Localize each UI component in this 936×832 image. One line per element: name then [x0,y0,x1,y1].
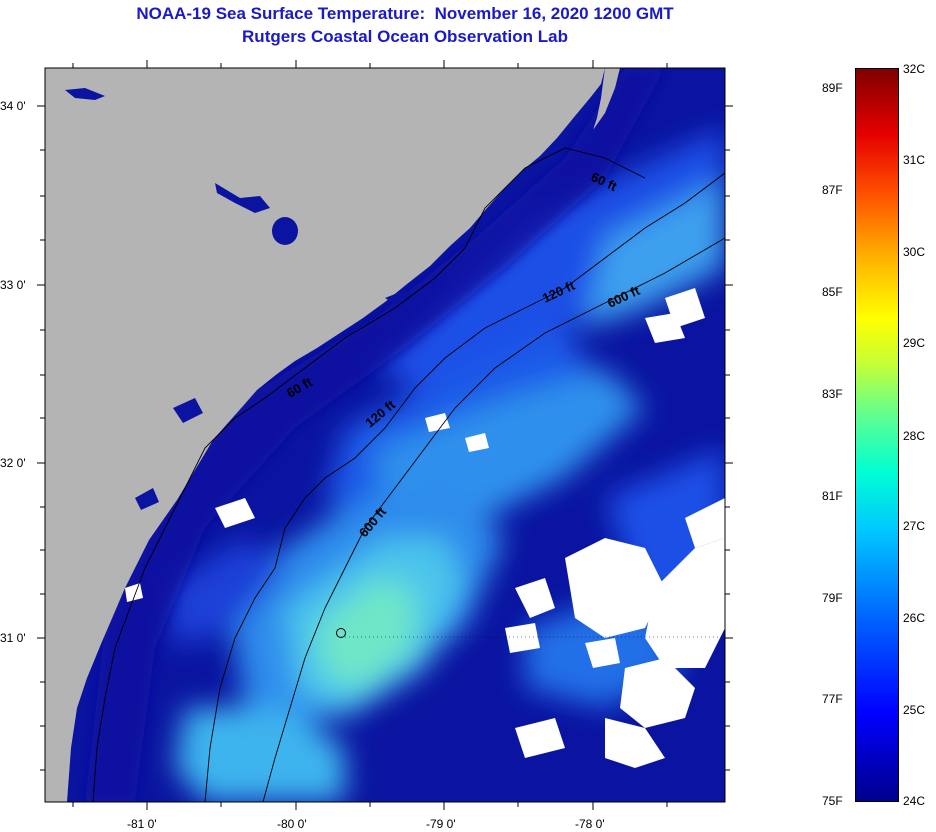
colorbar-celsius-label: 32C [903,62,926,76]
sst-map[interactable]: 60 ft 120 ft 600 ft 60 ft 120 ft 600 ft [45,68,725,802]
lat-label: 32 0' [0,456,26,470]
colorbar-fahrenheit-label: 75F [822,794,843,808]
colorbar-fahrenheit-label: 79F [822,591,843,605]
lat-label: 31 0' [0,631,26,645]
lat-label: 33 0' [0,278,26,292]
colorbar-celsius-label: 26C [903,611,926,625]
colorbar-celsius-label: 29C [903,336,926,350]
colorbar-fahrenheit-label: 85F [822,285,843,299]
colorbar-fahrenheit-label: 81F [822,489,843,503]
colorbar-fahrenheit-label: 77F [822,692,843,706]
colorbar-fahrenheit-label: 89F [822,81,843,95]
colorbar-celsius-label: 30C [903,245,926,259]
map-subtitle: Rutgers Coastal Ocean Observation Lab [242,27,568,46]
lon-label: -79 0' [426,817,456,831]
temperature-colorbar [855,68,899,802]
colorbar-celsius-label: 25C [903,703,926,717]
colorbar-celsius-label: 31C [903,153,926,167]
lon-label: -81 0' [127,817,157,831]
colorbar-fahrenheit-label: 87F [822,183,843,197]
lat-label: 34 0' [0,99,26,113]
colorbar-celsius-label: 24C [903,794,926,808]
lon-label: -80 0' [277,817,307,831]
colorbar-celsius-label: 27C [903,519,926,533]
colorbar-fahrenheit-label: 83F [822,387,843,401]
lake-marion [272,217,298,245]
map-title: NOAA-19 Sea Surface Temperature: Novembe… [136,4,674,23]
colorbar-celsius-label: 28C [903,429,926,443]
lon-label: -78 0' [575,817,605,831]
